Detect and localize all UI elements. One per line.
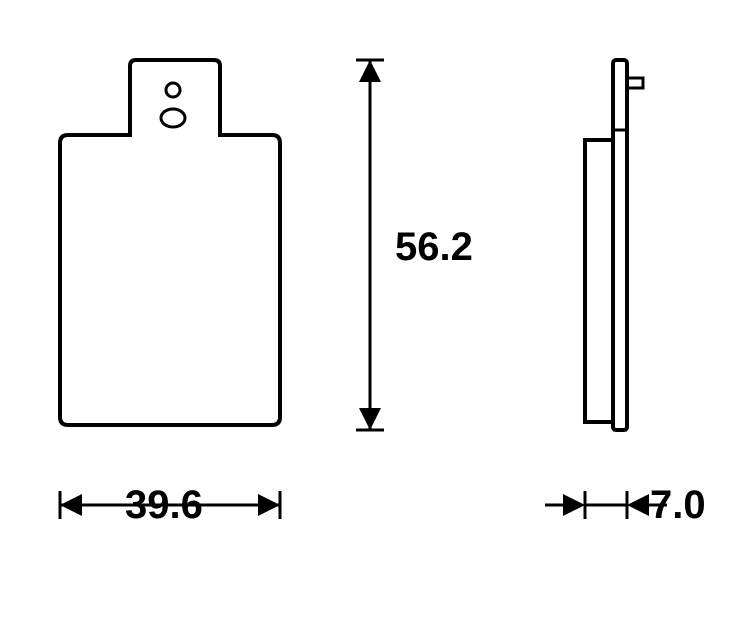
side-view-peg bbox=[627, 78, 643, 88]
front-view-hole-large bbox=[161, 109, 185, 127]
dim-height-head-b bbox=[359, 408, 381, 430]
dim-width-head-l bbox=[60, 494, 82, 516]
side-view-pad bbox=[585, 140, 613, 422]
dim-width-head-r bbox=[258, 494, 280, 516]
dimension-height-label: 56.2 bbox=[395, 225, 473, 270]
side-view-backplate bbox=[613, 60, 627, 430]
dimension-width-label: 39.6 bbox=[125, 483, 203, 528]
diagram-svg bbox=[0, 0, 749, 617]
dim-height-head-t bbox=[359, 60, 381, 82]
front-view-hole-small bbox=[166, 83, 180, 97]
dim-thick-head-l bbox=[563, 494, 585, 516]
dimension-thick-label: 7.0 bbox=[650, 483, 706, 528]
diagram-canvas: 39.6 56.2 7.0 bbox=[0, 0, 749, 617]
dim-thick-head-r bbox=[627, 494, 649, 516]
front-view-outline bbox=[60, 60, 280, 425]
